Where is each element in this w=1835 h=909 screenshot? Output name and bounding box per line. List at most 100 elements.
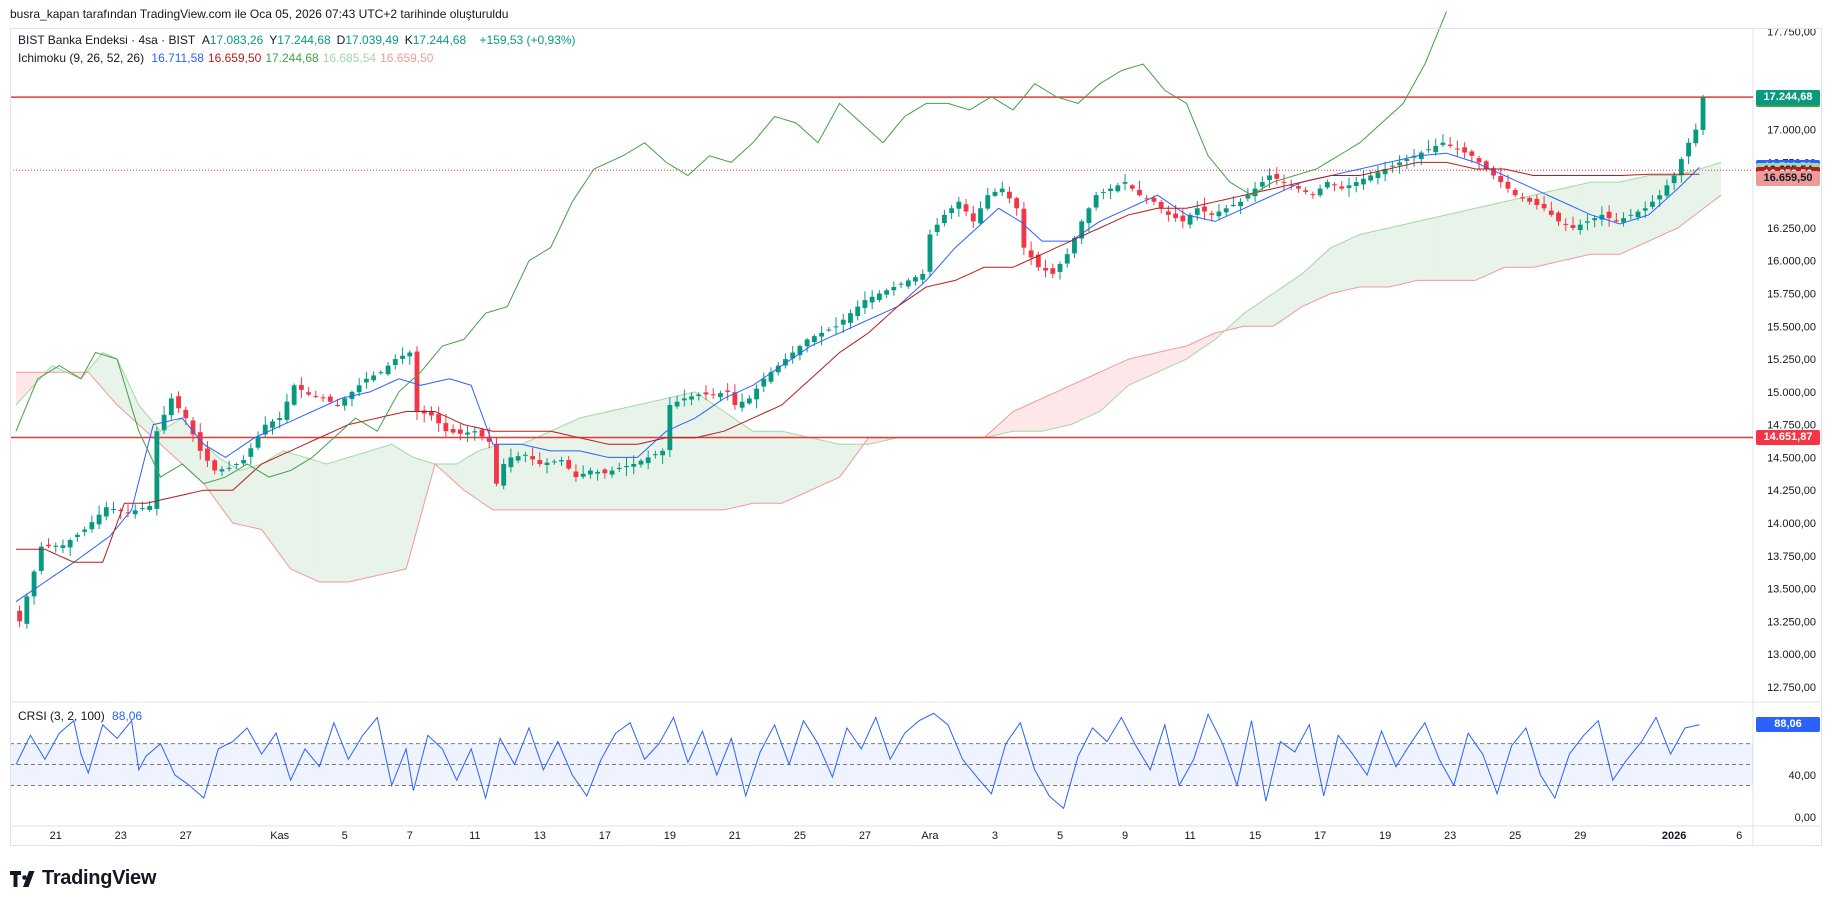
- candle-body: [486, 436, 492, 442]
- ichimoku-cloud-segment: [1446, 213, 1454, 281]
- ichimoku-name: Ichimoku (9, 26, 52, 26): [18, 51, 145, 65]
- ichimoku-cloud-segment: [88, 361, 96, 381]
- ichimoku-cloud-segment: [752, 431, 761, 504]
- ohlc-Y: Y17.244,68: [269, 33, 334, 47]
- candle-body: [992, 191, 998, 196]
- candle-body: [515, 456, 521, 461]
- ichimoku-cloud-segment: [536, 434, 544, 510]
- candle-body: [1317, 188, 1323, 196]
- time-axis-tick: 23: [1444, 830, 1456, 842]
- ichimoku-cloud-segment: [1287, 278, 1295, 317]
- candle-body: [1361, 178, 1366, 185]
- ichimoku-cloud-segment: [1316, 254, 1324, 301]
- ichimoku-cloud-segment: [1106, 365, 1115, 405]
- crsi-legend: CRSI (3, 2, 100) 88,06: [18, 709, 146, 723]
- ichimoku-cloud-segment: [1034, 398, 1042, 432]
- candle-body: [710, 394, 716, 396]
- candle-body: [349, 391, 355, 399]
- ichimoku-cloud-segment: [333, 459, 342, 582]
- candle-body: [1324, 182, 1330, 188]
- time-axis-tick: 6: [1736, 830, 1742, 842]
- ichimoku-cloud-segment: [174, 418, 183, 464]
- tradingview-logo[interactable]: TradingView: [10, 867, 156, 890]
- time-axis-tick: 25: [1509, 830, 1521, 842]
- candle-body: [1028, 250, 1034, 258]
- ohlc-value: 17.039,49: [345, 33, 399, 47]
- candle-body: [1310, 194, 1316, 196]
- candle-body: [645, 457, 651, 464]
- ichimoku-cloud-segment: [1403, 223, 1411, 284]
- candle-body: [1274, 173, 1280, 179]
- ichimoku-cloud-segment: [810, 437, 818, 491]
- ichimoku-cloud-segment: [1056, 388, 1064, 428]
- ichimoku-cloud-segment: [1099, 368, 1107, 412]
- ichimoku-cloud-segment: [1330, 244, 1339, 294]
- candle-body: [999, 188, 1005, 193]
- ichimoku-cloud-segment: [370, 448, 378, 578]
- price-axis-tick: 15.750,00: [1767, 289, 1816, 301]
- ichimoku-value: 16.659,50: [380, 51, 434, 65]
- candle-body: [1151, 197, 1157, 202]
- ichimoku-cloud-segment: [1352, 234, 1360, 289]
- candle-body: [501, 463, 507, 486]
- candle-body: [819, 332, 824, 337]
- ichimoku-legend: Ichimoku (9, 26, 52, 26) 16.711,58 16.659…: [18, 51, 441, 65]
- candle-body: [1585, 221, 1590, 223]
- ichimoku-span-a-line: [15, 161, 1722, 472]
- ichimoku-cloud-segment: [1041, 395, 1050, 432]
- ichimoku-cloud-segment: [1143, 354, 1151, 379]
- ichimoku-chikou-line: [15, 11, 1447, 485]
- candle-body: [392, 359, 398, 365]
- candle-body: [1447, 144, 1453, 147]
- ichimoku-cloud-segment: [1367, 231, 1375, 287]
- price-axis-tick: 15.250,00: [1767, 354, 1816, 366]
- ichimoku-cloud-segment: [832, 442, 840, 481]
- time-axis-tick: 17: [599, 830, 611, 842]
- candle-body: [465, 432, 470, 435]
- candle-body: [436, 414, 442, 424]
- candle-body: [1223, 208, 1229, 213]
- candle-body: [1483, 161, 1489, 169]
- candle-body: [1021, 208, 1027, 248]
- candle-body: [385, 365, 391, 375]
- candle-body: [1606, 211, 1612, 219]
- candle-body: [414, 351, 420, 412]
- candle-body: [1050, 268, 1056, 274]
- candle-body: [450, 429, 456, 433]
- candle-body: [587, 470, 593, 475]
- candle-body: [631, 463, 637, 467]
- candle-body: [1404, 159, 1410, 161]
- time-axis-tick: 19: [1379, 830, 1391, 842]
- candle-body: [1512, 189, 1518, 196]
- candle-body: [125, 512, 131, 514]
- tradingview-logo-icon: [10, 870, 35, 887]
- ichimoku-cloud-segment: [261, 459, 269, 540]
- ichimoku-cloud-segment: [1085, 375, 1093, 419]
- ichimoku-kijun-line: [16, 161, 1700, 563]
- candle-body: [1180, 215, 1186, 222]
- candle-body: [1505, 181, 1511, 189]
- candle-body: [1288, 184, 1294, 186]
- candle-body: [24, 596, 30, 624]
- ichimoku-cloud-segment: [1150, 352, 1158, 376]
- time-axis-tick: 15: [1249, 830, 1261, 842]
- ichimoku-cloud-segment: [1475, 206, 1483, 281]
- candle-body: [1137, 189, 1142, 196]
- tradingview-logo-text: TradingView: [42, 867, 157, 889]
- ichimoku-cloud-segment: [268, 455, 277, 550]
- price-scale-label: 14.651,87: [1756, 430, 1820, 445]
- candle-body: [371, 375, 377, 381]
- candle-body: [356, 385, 362, 393]
- candle-body: [53, 545, 59, 547]
- candle-body: [176, 396, 181, 409]
- candle-body: [1202, 206, 1207, 212]
- candle-body: [942, 214, 947, 224]
- candle-body: [963, 204, 969, 212]
- ichimoku-value: 16.685,54: [322, 51, 377, 65]
- candle-body: [826, 329, 832, 331]
- candle-body: [1122, 182, 1128, 184]
- candle-body: [522, 454, 528, 456]
- ichimoku-cloud-segment: [406, 453, 414, 569]
- ichimoku-cloud-segment: [109, 355, 118, 405]
